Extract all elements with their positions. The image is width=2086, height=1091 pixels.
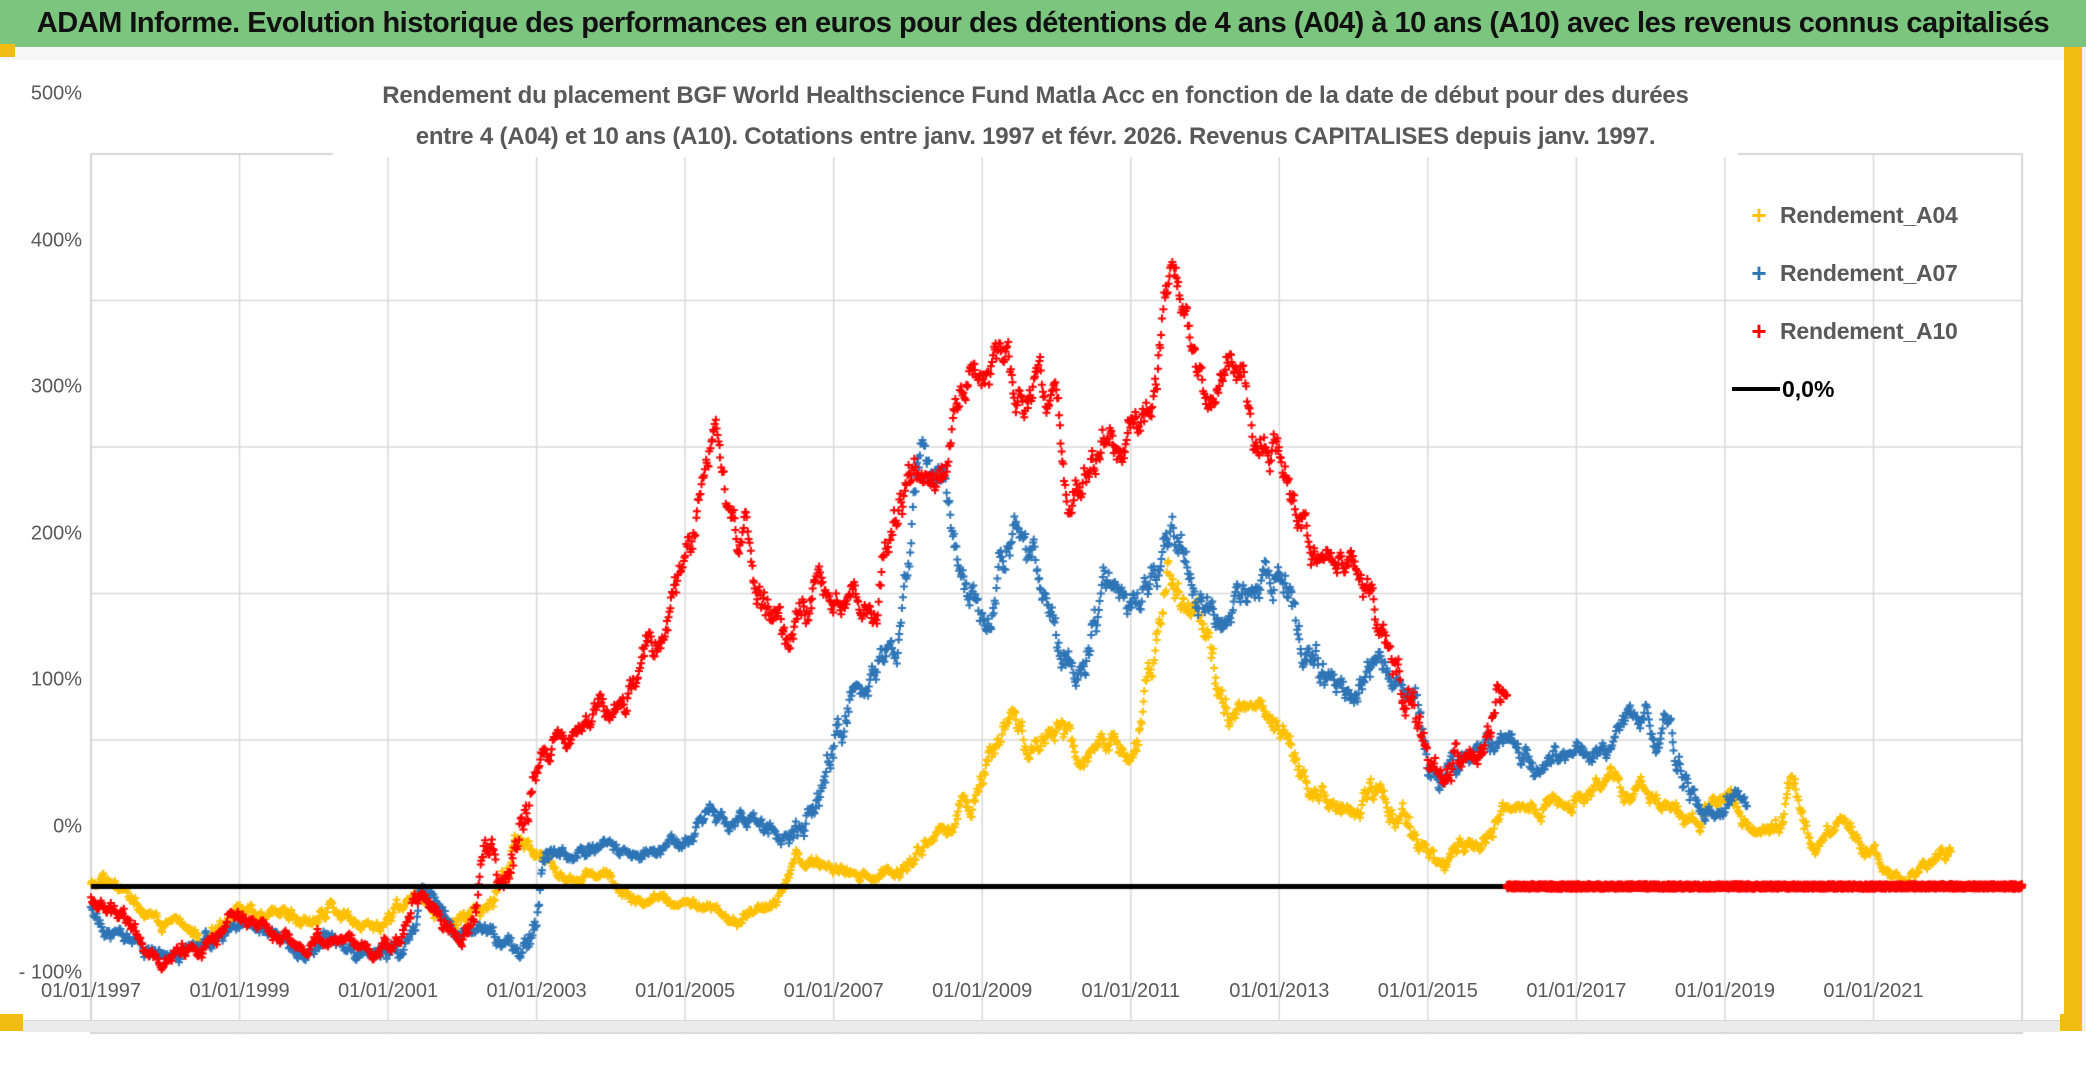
page-bottom-strip (23, 1020, 2060, 1032)
x-axis-tick-label: 01/01/1997 (40, 980, 142, 1002)
x-axis-tick-label: 01/01/2021 (1823, 980, 1924, 1002)
page-title-banner: ADAM Informe. Evolution historique des p… (0, 0, 2086, 47)
y-axis-tick-label: 400% (30, 229, 82, 251)
x-axis-tick-label: 01/01/2007 (783, 980, 884, 1002)
x-axis-tick-label: 01/01/2003 (486, 980, 587, 1002)
legend-item-zero-line: 0,0% (1732, 360, 1958, 418)
chart-subtitle: Rendement du placement BGF World Healths… (333, 75, 1738, 157)
gold-frame-corner-topleft (0, 44, 15, 57)
page-right-margin (2082, 47, 2086, 1031)
x-axis-tick-label: 01/01/2013 (1229, 980, 1330, 1002)
x-axis-tick-label: 01/01/2017 (1526, 980, 1627, 1002)
plus-marker-icon: + (1751, 258, 1767, 288)
chart-subtitle-line1: Rendement du placement BGF World Healths… (382, 82, 1689, 109)
plus-marker-icon: + (1751, 316, 1767, 346)
y-axis-tick-label: - 100% (18, 961, 82, 984)
legend-item-label: Rendement_A04 (1780, 201, 1958, 228)
page-title: ADAM Informe. Evolution historique des p… (36, 7, 2050, 39)
x-axis-tick-label: 01/01/2015 (1377, 980, 1478, 1002)
legend-item-label: 0,0% (1782, 375, 1835, 402)
x-axis-tick-label: 01/01/2005 (635, 980, 736, 1002)
y-axis-tick-label: 300% (30, 375, 82, 398)
chart-area (0, 60, 2086, 1091)
gold-frame-corner-bottomright (2060, 1014, 2086, 1031)
x-axis-tick-label: 01/01/2001 (338, 980, 439, 1002)
zero-line-icon (1732, 386, 1780, 392)
plus-marker-icon: + (1751, 200, 1767, 230)
y-axis-tick-label: 0% (53, 815, 82, 837)
chart-legend: + Rendement_A04 + Rendement_A07 + Rendement_A… (1732, 186, 1958, 418)
y-axis-tick-label: 500% (30, 82, 82, 105)
performance-scatter-plot (0, 60, 2086, 1091)
legend-item-label: Rendement_A07 (1780, 259, 1958, 286)
gold-frame-right-edge (2064, 47, 2082, 1022)
gold-frame-corner-bottomleft (0, 1014, 23, 1031)
x-axis-tick-label: 01/01/1999 (189, 980, 290, 1002)
x-axis-tick-label: 01/01/2019 (1674, 980, 1775, 1002)
chart-subtitle-line2: entre 4 (A04) et 10 ans (A10). Cotations… (415, 123, 1656, 150)
x-axis-tick-label: 01/01/2011 (1081, 980, 1181, 1002)
legend-item: + Rendement_A10 (1738, 302, 1958, 360)
y-axis-tick-label: 200% (30, 522, 82, 544)
legend-item-label: Rendement_A10 (1780, 317, 1958, 344)
x-axis-tick-label: 01/01/2009 (932, 980, 1033, 1002)
legend-item: + Rendement_A04 (1738, 186, 1958, 244)
legend-item: + Rendement_A07 (1738, 244, 1958, 302)
banner-gap-strip (0, 47, 2086, 60)
y-axis-tick-label: 100% (30, 668, 82, 691)
